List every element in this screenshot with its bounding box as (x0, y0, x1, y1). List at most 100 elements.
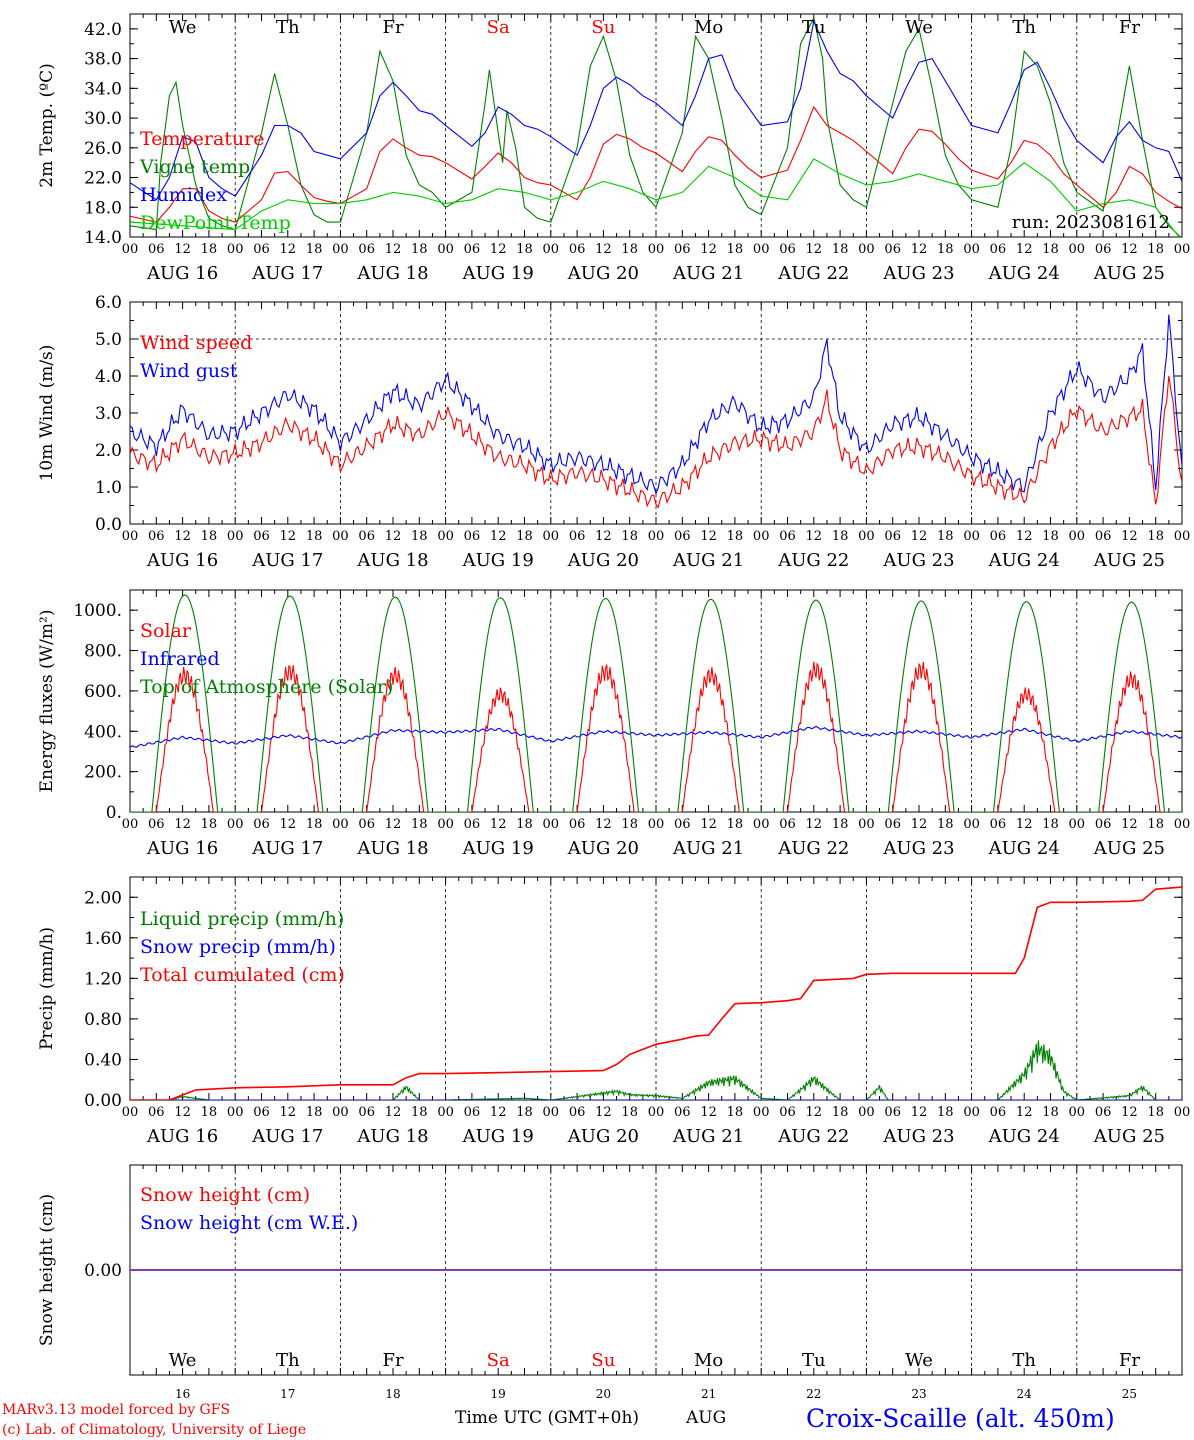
hour-tick-label: 00 (858, 242, 875, 257)
hour-tick-label: 12 (1121, 242, 1138, 257)
hour-tick-label: 00 (1069, 817, 1086, 832)
hour-tick-label: 06 (1095, 529, 1112, 544)
footer: MARv3.13 model forced by GFS (c) Lab. of… (2, 1402, 1115, 1438)
hour-tick-label: 12 (595, 242, 612, 257)
hour-tick-label: 06 (1095, 817, 1112, 832)
hour-tick-label: 12 (174, 817, 191, 832)
hour-tick-label: 18 (1042, 242, 1059, 257)
y-tick-label: 0.00 (84, 1261, 122, 1281)
hour-tick-label: 06 (990, 529, 1007, 544)
hour-tick-label: 18 (621, 1105, 638, 1120)
hour-tick-label: 18 (621, 817, 638, 832)
legend-entry: Solar (140, 620, 192, 642)
hour-tick-label: 06 (253, 529, 270, 544)
hour-tick-label: 18 (832, 1105, 849, 1120)
hour-tick-label: 12 (1016, 529, 1033, 544)
hour-tick-label: 06 (884, 817, 901, 832)
y-tick-label: 200. (84, 763, 122, 783)
hour-tick-label: 06 (253, 242, 270, 257)
date-label: AUG 16 (146, 838, 218, 859)
series-top-of-atmosphere-solar- (130, 594, 1182, 812)
date-label: AUG 19 (462, 550, 534, 571)
hour-tick-label: 18 (832, 817, 849, 832)
date-label: AUG 19 (462, 1126, 534, 1147)
hour-tick-label: 00 (437, 529, 454, 544)
legend-entry: DewPoint Temp (140, 212, 291, 234)
hour-tick-label: 12 (385, 1105, 402, 1120)
hour-tick-label: 12 (490, 817, 507, 832)
hour-tick-label: 00 (122, 1105, 139, 1120)
date-label: AUG 23 (882, 263, 954, 284)
day-of-week-label: We (905, 1350, 933, 1371)
hour-tick-label: 06 (1095, 1105, 1112, 1120)
legend-entry: Top of Atmosphere (Solar) (140, 676, 393, 698)
hour-tick-label: 12 (1016, 1105, 1033, 1120)
day-of-week-label: Th (276, 1350, 300, 1371)
series-humidex (130, 19, 1182, 201)
plot-area (130, 886, 1182, 1100)
hour-tick-label: 00 (858, 817, 875, 832)
legend-entry: Vigne temp (139, 156, 250, 178)
station-name: Croix-Scaille (alt. 450m) (806, 1404, 1115, 1433)
day-of-week-label: Sa (487, 1350, 510, 1371)
date-label: AUG 18 (356, 1126, 428, 1147)
legend-entry: Snow height (cm) (140, 1184, 310, 1206)
y-axis-label: 10m Wind (m/s) (37, 345, 57, 482)
day-of-week-label: Th (276, 17, 300, 38)
series-solar (130, 661, 1182, 812)
hour-tick-label: 06 (779, 242, 796, 257)
series-dewpoint-temp (130, 158, 1180, 237)
panel-temp: 14.0 18.0 22.0 26.0 30.0 34.0 38.0 42.0 2m Temp.… (37, 13, 1191, 284)
hour-tick-label: 18 (306, 817, 323, 832)
hour-tick-label: 00 (753, 817, 770, 832)
hour-tick-label: 12 (911, 1105, 928, 1120)
hour-tick-label: 00 (1174, 242, 1191, 257)
day-of-week-label: Th (1012, 1350, 1036, 1371)
hour-tick-label: 06 (148, 1105, 165, 1120)
legend-entry: Humidex (140, 184, 227, 206)
date-label: AUG 24 (988, 1126, 1060, 1147)
y-tick-label: 34.0 (84, 79, 122, 99)
hour-tick-label: 12 (1121, 817, 1138, 832)
y-tick-label: 3.0 (95, 404, 122, 424)
hour-tick-label: 00 (332, 242, 349, 257)
date-label: AUG 25 (1093, 263, 1165, 284)
day-of-week-label: We (905, 17, 933, 38)
hour-tick-label: 18 (621, 529, 638, 544)
series-liquid-precip-mm-h- (130, 1040, 1182, 1100)
hour-tick-label: 06 (358, 242, 375, 257)
hour-tick-label: 18 (1042, 817, 1059, 832)
date-label: AUG 22 (777, 263, 849, 284)
y-tick-label: 1000. (73, 601, 122, 621)
hour-tick-label: 00 (437, 817, 454, 832)
date-label: AUG 16 (146, 1126, 218, 1147)
day-number-label: 19 (491, 1387, 506, 1401)
hour-tick-label: 18 (411, 1105, 428, 1120)
hour-tick-label: 00 (437, 1105, 454, 1120)
hour-tick-label: 06 (358, 1105, 375, 1120)
y-tick-label: 1.60 (84, 929, 122, 949)
hour-tick-label: 18 (516, 529, 533, 544)
hour-tick-label: 18 (727, 242, 744, 257)
hour-tick-label: 12 (385, 529, 402, 544)
day-of-week-label: Fr (1119, 17, 1140, 38)
y-tick-label: 14.0 (84, 228, 122, 248)
date-label: AUG 21 (672, 1126, 744, 1147)
hour-tick-label: 18 (306, 529, 323, 544)
y-tick-label: 5.0 (95, 330, 122, 350)
hour-tick-label: 00 (963, 529, 980, 544)
date-label: AUG 25 (1093, 1126, 1165, 1147)
hour-tick-label: 00 (753, 1105, 770, 1120)
hour-tick-label: 06 (358, 529, 375, 544)
hour-tick-label: 12 (385, 242, 402, 257)
panel-energy: 0. 200. 400. 600. 800. 1000. Energy fluxes (W/… (37, 589, 1190, 859)
hour-tick-label: 00 (332, 817, 349, 832)
hour-tick-label: 00 (1174, 529, 1191, 544)
hour-tick-label: 18 (832, 242, 849, 257)
date-label: AUG 21 (672, 550, 744, 571)
plot-area (130, 16, 1182, 237)
hour-tick-label: 00 (122, 529, 139, 544)
hour-tick-label: 06 (779, 529, 796, 544)
hour-tick-label: 18 (201, 529, 218, 544)
y-axis-label: Energy fluxes (W/m²) (37, 610, 57, 793)
